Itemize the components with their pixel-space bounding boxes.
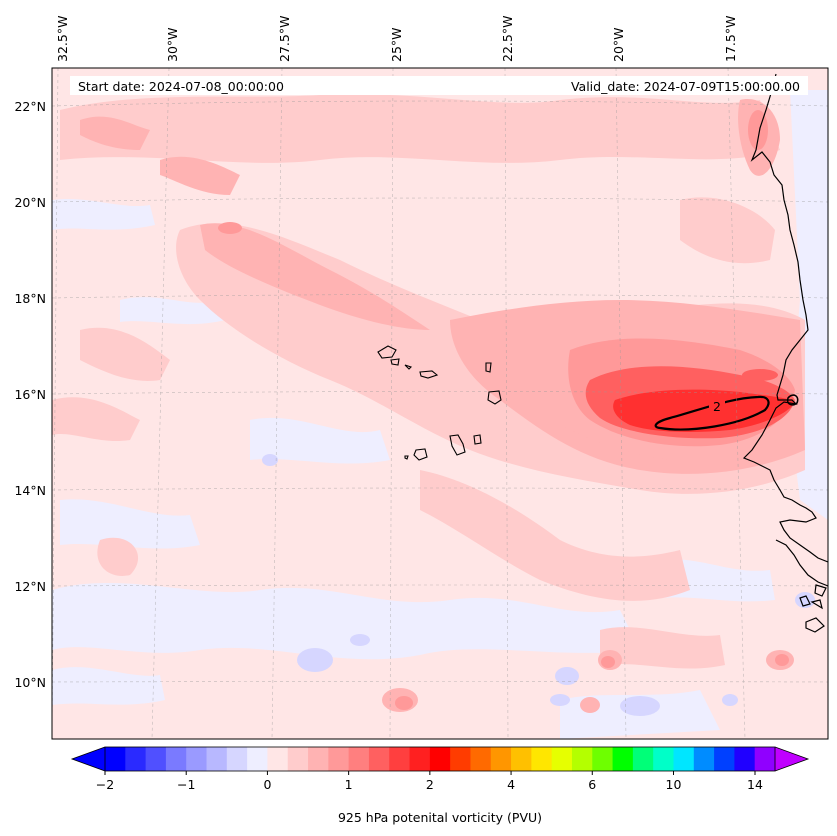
african-coastline [742,73,828,633]
colorbar-segment [389,747,411,771]
lon-label: 25°W [389,27,404,62]
colorbar-tick-label: 14 [747,777,763,792]
colorbar-segment [429,747,451,771]
cape-verde-islands [377,345,502,461]
colorbar-segment [247,747,268,771]
lon-label: 32.5°W [55,16,70,62]
colorbar-tick-label: 2 [426,777,434,792]
lon-label: 27.5°W [277,16,292,62]
colorbar-max-arrow [775,747,808,771]
lon-label: 17.5°W [723,16,738,62]
colorbar-segment [470,747,492,771]
colorbar-tick-label: 6 [588,777,596,792]
colorbar-segment [186,747,208,771]
colorbar-segment [673,747,695,771]
colorbar-segment [632,747,654,771]
colorbar-tick-label: −2 [96,777,114,792]
colorbar-segment [511,747,532,771]
latitude-labels: 22°N 20°N 18°N 16°N 14°N 12°N 10°N [14,99,46,690]
colorbar-segment [592,747,614,771]
colorbar-segment [490,747,512,771]
colorbar-tick-label: 0 [263,777,271,792]
contour-label: 2 [713,399,721,414]
colorbar-segment [287,747,309,771]
negative-pv-regions [52,90,828,739]
colorbar-segment [551,747,573,771]
colorbar-segment [165,747,187,771]
colorbar-segment [571,747,593,771]
header-box [70,76,808,95]
colorbar-segment [450,747,471,771]
colorbar-segment [754,747,776,771]
colorbar-segment [531,747,553,771]
colorbar: −2 −1 0 1 2 4 6 10 14 925 hPa potenital vorticit… [70,746,810,825]
colorbar-segment [206,747,228,771]
start-date-text: Start date: 2024-07-08_00:00:00 [78,79,284,94]
colorbar-tick-label: 10 [666,777,682,792]
lat-label: 20°N [14,195,46,210]
lat-label: 18°N [14,291,46,306]
longitude-labels: 32.5°W 30°W 27.5°W 25°W 22.5°W 20°W 17.5… [55,16,738,62]
vorticity-field: 2 [52,68,828,739]
valid-date-text: Valid_date: 2024-07-09T15:00:00.00 [571,79,800,94]
colorbar-segment [653,747,674,771]
colorbar-segment [328,747,350,771]
lon-label: 20°W [611,27,626,62]
colorbar-segment [145,747,167,771]
light-blue-patches [262,454,815,716]
lon-label: 22.5°W [500,16,515,62]
lat-label: 12°N [14,579,46,594]
gridlines [52,68,828,739]
lon-label: 30°W [165,27,180,62]
colorbar-segment [714,747,735,771]
colorbar-tick-label: 1 [345,777,353,792]
colorbar-segment [734,747,756,771]
colorbar-segment [409,747,431,771]
colorbar-segment [105,747,126,771]
colorbar-frame [104,746,776,772]
colorbar-segment [226,747,248,771]
colorbar-segment [125,747,147,771]
colorbar-segment [368,747,390,771]
lat-label: 14°N [14,483,46,498]
colorbar-tick-label: 4 [507,777,515,792]
lat-label: 10°N [14,675,46,690]
lat-label: 16°N [14,387,46,402]
colorbar-segment [612,747,634,771]
colorbar-label: 925 hPa potenital vorticity (PVU) [338,810,542,825]
colorbar-segment [693,747,715,771]
lat-label: 22°N [14,99,46,114]
colorbar-segment [267,747,289,771]
colorbar-segment [308,747,329,771]
colorbar-min-arrow [72,747,105,771]
map-frame [51,67,829,740]
colorbar-tick-label: −1 [177,777,195,792]
colorbar-segment [348,747,370,771]
contour-2pvu [654,395,770,431]
